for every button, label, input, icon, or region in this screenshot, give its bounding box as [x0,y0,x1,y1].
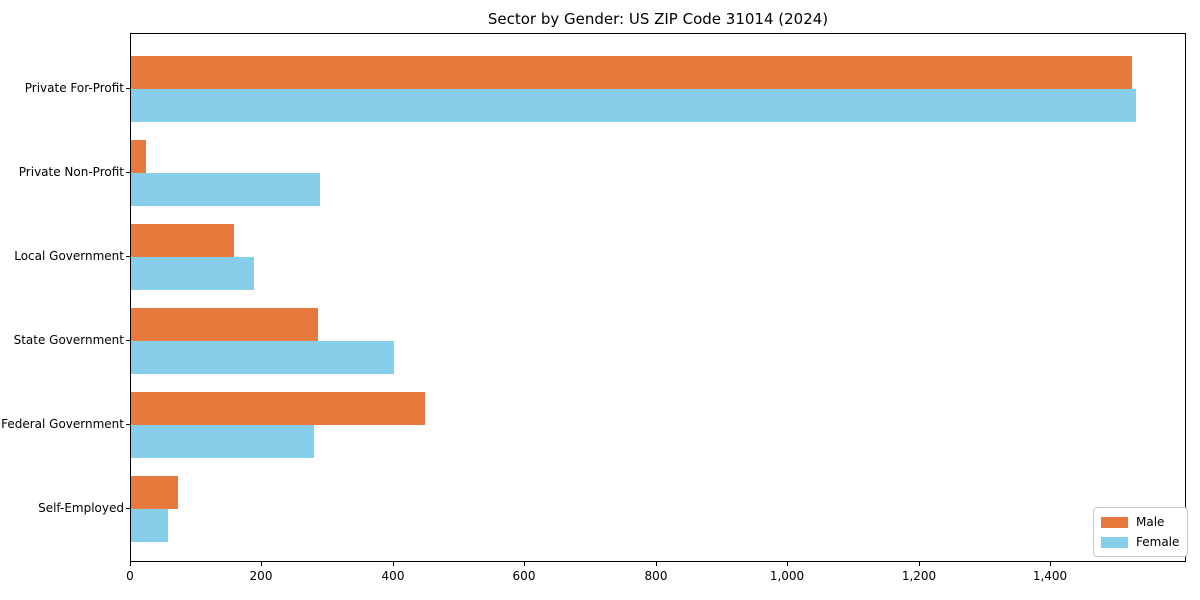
bar-male-local-government [131,224,234,257]
y-tick-mark [126,88,130,89]
y-tick-mark [126,508,130,509]
x-tick-mark [787,562,788,566]
y-tick-mark [126,340,130,341]
legend: Male Female [1093,507,1189,557]
legend-label-female: Female [1136,535,1180,549]
legend-label-male: Male [1136,515,1165,529]
bar-male-self-employed [131,476,178,509]
y-tick-label-private-for-profit: Private For-Profit [24,81,124,95]
y-tick-mark [126,424,130,425]
bar-male-federal-government [131,392,425,425]
x-tick-mark [919,562,920,566]
bar-male-private-for-profit [131,56,1132,89]
chart-title: Sector by Gender: US ZIP Code 31014 (202… [487,10,829,28]
x-tick-label-0: 0 [126,569,134,583]
y-tick-label-private-non-profit: Private Non-Profit [18,165,124,179]
bar-male-private-non-profit [131,140,146,173]
x-tick-mark [261,562,262,566]
bar-male-state-government [131,308,318,341]
bar-female-federal-government [131,425,314,458]
x-tick-label-1000: 1,000 [769,569,805,583]
bar-female-self-employed [131,509,168,542]
bar-female-private-non-profit [131,173,320,206]
y-tick-label-local-government: Local Government [14,249,124,263]
x-tick-mark [393,562,394,566]
plot-area [130,33,1186,562]
y-tick-label-self-employed: Self-Employed [38,501,124,515]
x-tick-label-400: 400 [381,569,405,583]
y-tick-mark [126,172,130,173]
x-tick-label-800: 800 [644,569,668,583]
bar-female-state-government [131,341,394,374]
y-tick-label-federal-government: Federal Government [1,417,124,431]
bar-female-local-government [131,257,254,290]
y-tick-mark [126,256,130,257]
female-color-swatch [1101,536,1128,548]
x-tick-label-1200: 1,200 [901,569,937,583]
x-tick-mark [1050,562,1051,566]
x-tick-mark [656,562,657,566]
x-tick-label-600: 600 [512,569,536,583]
y-tick-label-state-government: State Government [13,333,124,347]
x-tick-mark [130,562,131,566]
x-tick-mark [524,562,525,566]
x-tick-label-1400: 1,400 [1032,569,1068,583]
x-tick-label-200: 200 [249,569,273,583]
legend-item-female: Female [1101,534,1179,550]
male-color-swatch [1101,516,1128,528]
bar-female-private-for-profit [131,89,1136,122]
legend-item-male: Male [1101,514,1179,530]
